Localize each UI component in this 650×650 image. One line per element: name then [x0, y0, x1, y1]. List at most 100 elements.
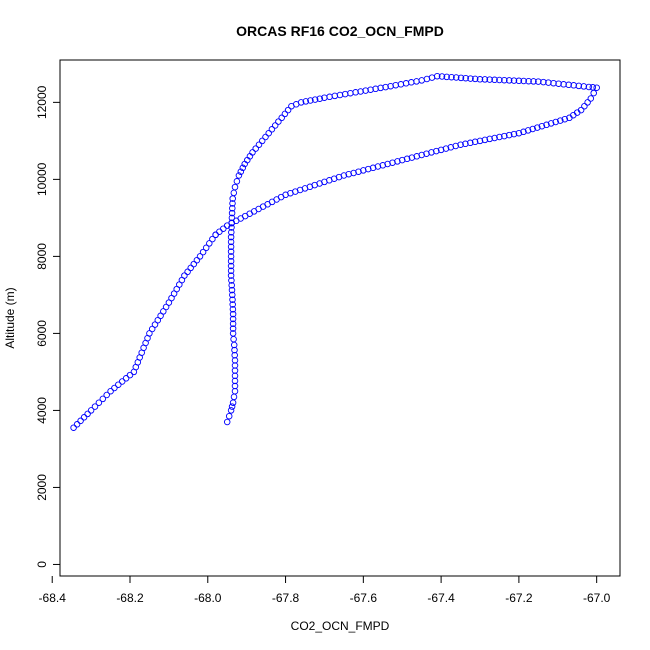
data-point	[311, 96, 319, 103]
data-point	[575, 82, 583, 90]
data-point	[126, 371, 134, 379]
data-point	[229, 310, 237, 318]
data-point	[111, 384, 118, 392]
data-point	[229, 301, 236, 308]
data-point	[530, 78, 537, 85]
data-point	[467, 75, 474, 82]
data-point	[501, 76, 508, 84]
data-point	[552, 118, 559, 126]
data-point	[229, 325, 237, 332]
data-point	[535, 78, 542, 85]
data-point	[223, 222, 231, 229]
data-point	[402, 80, 410, 87]
data-point	[486, 135, 493, 143]
data-point	[341, 90, 349, 98]
data-point	[357, 88, 364, 95]
data-point	[423, 150, 430, 157]
data-point	[227, 238, 235, 246]
data-point	[227, 267, 235, 275]
data-point	[515, 129, 523, 137]
data-point	[555, 80, 562, 87]
data-point	[418, 77, 425, 84]
data-point	[520, 128, 527, 136]
data-point	[496, 76, 503, 84]
data-point	[231, 346, 238, 354]
data-point	[249, 149, 256, 156]
data-point	[252, 145, 259, 152]
data-point	[336, 91, 344, 99]
data-point	[374, 163, 382, 170]
data-point	[130, 368, 138, 376]
data-point	[229, 320, 237, 328]
data-point	[268, 126, 276, 133]
data-point	[91, 403, 99, 410]
data-point	[452, 74, 460, 81]
data-point	[262, 133, 269, 141]
data-point	[566, 114, 573, 122]
data-point	[584, 99, 591, 106]
data-point	[230, 393, 238, 401]
x-tick-label: -67.2	[505, 591, 533, 605]
data-point	[297, 99, 305, 106]
data-point	[491, 134, 498, 142]
data-point	[538, 122, 546, 130]
data-point	[476, 76, 484, 83]
data-point	[345, 170, 352, 178]
data-point	[196, 253, 204, 260]
data-point	[593, 84, 600, 91]
x-tick-label: -68.0	[194, 591, 222, 605]
data-point	[122, 375, 130, 382]
x-tick-label: -67.0	[583, 591, 611, 605]
data-point	[510, 130, 518, 138]
x-tick-label: -68.2	[116, 591, 144, 605]
data-point	[481, 136, 489, 144]
data-point	[433, 72, 441, 80]
data-point	[397, 81, 405, 88]
data-point	[505, 77, 513, 84]
data-point	[379, 162, 387, 169]
data-point	[231, 382, 239, 390]
data-point	[476, 137, 484, 145]
y-tick-label: 12000	[35, 85, 49, 119]
data-point	[561, 115, 569, 123]
data-point	[206, 240, 213, 247]
data-point	[107, 387, 114, 395]
data-point	[271, 122, 279, 129]
data-point	[515, 77, 523, 85]
data-point	[570, 82, 577, 89]
data-point	[428, 74, 436, 81]
data-point	[118, 378, 126, 385]
data-point	[209, 235, 216, 243]
data-point	[352, 89, 359, 96]
data-point	[408, 79, 415, 86]
data-point	[437, 146, 445, 154]
data-point	[486, 76, 493, 83]
x-tick-label: -67.6	[350, 591, 378, 605]
data-point	[229, 399, 237, 406]
data-point	[229, 291, 236, 299]
data-point	[448, 73, 455, 81]
data-point	[377, 84, 384, 92]
data-point	[525, 77, 532, 85]
y-axis-label: Altitude (m)	[3, 287, 17, 348]
data-point	[227, 272, 235, 279]
x-tick-label: -67.8	[272, 591, 300, 605]
y-tick-label: 6000	[35, 320, 49, 347]
data-point	[184, 268, 191, 276]
data-point	[228, 277, 235, 284]
data-point	[545, 79, 552, 86]
data-point	[258, 137, 266, 145]
data-point	[398, 156, 406, 164]
data-point	[534, 124, 541, 131]
data-point	[362, 87, 369, 94]
data-point	[467, 139, 474, 147]
data-point	[229, 306, 237, 313]
data-point	[230, 335, 237, 343]
data-point	[307, 97, 314, 104]
data-point	[231, 362, 239, 369]
data-point	[281, 110, 289, 118]
data-point	[228, 209, 236, 217]
data-point	[231, 367, 239, 374]
y-tick-label: 0	[35, 561, 49, 568]
